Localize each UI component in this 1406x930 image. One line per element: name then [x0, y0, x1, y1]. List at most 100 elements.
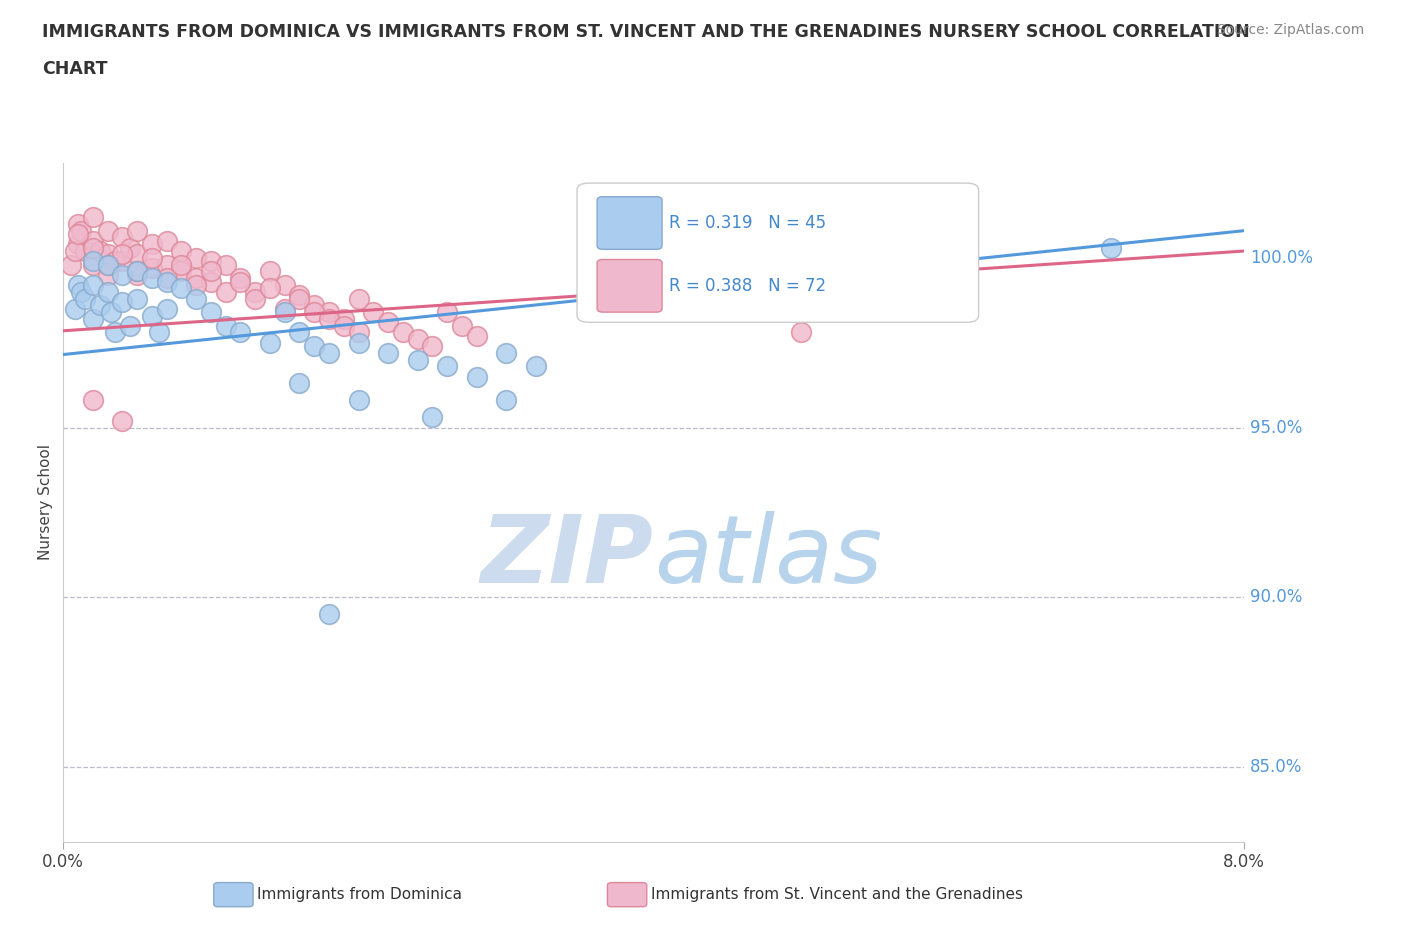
- Point: [332, 312, 354, 326]
- Point: [229, 274, 252, 289]
- Point: [318, 312, 340, 326]
- Point: [495, 345, 517, 360]
- Point: [75, 244, 97, 259]
- Point: [82, 240, 104, 255]
- Point: [118, 318, 141, 333]
- Point: [170, 281, 193, 296]
- Point: [141, 250, 163, 265]
- Point: [96, 267, 118, 282]
- Point: [318, 606, 340, 621]
- Y-axis label: Nursery School: Nursery School: [38, 445, 53, 560]
- Text: 90.0%: 90.0%: [1250, 589, 1302, 606]
- Text: R = 0.388   N = 72: R = 0.388 N = 72: [669, 277, 827, 295]
- Point: [96, 285, 118, 299]
- Point: [259, 281, 281, 296]
- Point: [170, 258, 193, 272]
- Point: [273, 277, 295, 292]
- Point: [450, 318, 472, 333]
- Point: [436, 359, 458, 374]
- Point: [259, 264, 281, 279]
- Point: [82, 312, 104, 326]
- Point: [229, 326, 252, 340]
- Point: [524, 359, 547, 374]
- Point: [214, 318, 236, 333]
- Point: [245, 291, 267, 306]
- Point: [273, 305, 295, 320]
- Point: [63, 244, 86, 259]
- Text: atlas: atlas: [654, 511, 882, 602]
- Point: [141, 237, 163, 252]
- Text: Immigrants from Dominica: Immigrants from Dominica: [257, 887, 463, 902]
- Point: [347, 291, 370, 306]
- Point: [104, 254, 127, 269]
- Point: [111, 254, 134, 269]
- Point: [82, 392, 104, 407]
- Point: [155, 258, 177, 272]
- Point: [89, 298, 111, 312]
- Point: [1099, 240, 1122, 255]
- Point: [259, 335, 281, 350]
- FancyBboxPatch shape: [598, 197, 662, 249]
- Point: [127, 291, 148, 306]
- Point: [70, 285, 93, 299]
- Point: [104, 326, 127, 340]
- Point: [111, 230, 134, 245]
- Point: [288, 291, 311, 306]
- Point: [495, 392, 517, 407]
- Point: [67, 237, 90, 252]
- Point: [127, 247, 148, 262]
- Point: [155, 233, 177, 248]
- Point: [82, 277, 104, 292]
- Point: [186, 250, 208, 265]
- Point: [141, 308, 163, 323]
- Point: [96, 258, 118, 272]
- Point: [170, 264, 193, 279]
- Point: [200, 254, 222, 269]
- Point: [304, 339, 326, 353]
- Point: [170, 244, 193, 259]
- Point: [406, 332, 429, 347]
- Point: [304, 305, 326, 320]
- Point: [63, 301, 86, 316]
- Point: [155, 271, 177, 286]
- Point: [200, 274, 222, 289]
- Point: [96, 223, 118, 238]
- Point: [406, 352, 429, 367]
- Point: [377, 315, 399, 330]
- Point: [127, 264, 148, 279]
- Point: [186, 271, 208, 286]
- Text: ZIP: ZIP: [481, 511, 654, 603]
- Point: [377, 345, 399, 360]
- Point: [100, 305, 122, 320]
- Text: IMMIGRANTS FROM DOMINICA VS IMMIGRANTS FROM ST. VINCENT AND THE GRENADINES NURSE: IMMIGRANTS FROM DOMINICA VS IMMIGRANTS F…: [42, 23, 1250, 41]
- Text: 95.0%: 95.0%: [1250, 418, 1302, 436]
- Point: [347, 392, 370, 407]
- Point: [67, 227, 90, 242]
- Point: [111, 267, 134, 282]
- FancyBboxPatch shape: [598, 259, 662, 312]
- Point: [332, 318, 354, 333]
- Point: [96, 258, 118, 272]
- Point: [318, 305, 340, 320]
- Point: [245, 285, 267, 299]
- Text: 100.0%: 100.0%: [1250, 249, 1313, 267]
- Point: [111, 413, 134, 428]
- Point: [422, 339, 444, 353]
- Point: [273, 301, 295, 316]
- Point: [186, 291, 208, 306]
- Text: CHART: CHART: [42, 60, 108, 78]
- Point: [82, 258, 104, 272]
- Point: [465, 369, 488, 384]
- Point: [111, 247, 134, 262]
- Point: [363, 305, 385, 320]
- Point: [75, 291, 97, 306]
- Point: [200, 305, 222, 320]
- Point: [304, 298, 326, 312]
- Point: [67, 217, 90, 232]
- FancyBboxPatch shape: [576, 183, 979, 323]
- Point: [465, 328, 488, 343]
- Point: [127, 223, 148, 238]
- Point: [229, 271, 252, 286]
- Point: [127, 264, 148, 279]
- Point: [111, 295, 134, 310]
